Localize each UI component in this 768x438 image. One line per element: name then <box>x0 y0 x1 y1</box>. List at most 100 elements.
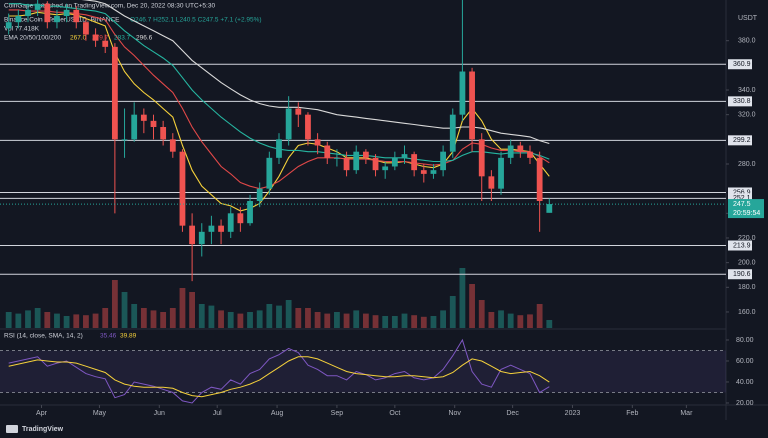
ema-legend-value: 283.7 <box>114 35 131 42</box>
candle-body <box>353 151 360 171</box>
candle-body <box>401 154 408 158</box>
volume-bar <box>83 315 89 328</box>
volume-bar <box>459 268 466 328</box>
volume-bar <box>488 312 495 328</box>
candle-body <box>498 157 504 189</box>
x-tick-label: Sep <box>331 410 344 417</box>
candle-body <box>111 46 118 140</box>
candle-body <box>198 231 205 245</box>
candle-body <box>189 225 196 245</box>
volume-bar <box>44 312 51 328</box>
volume-bar <box>401 313 408 328</box>
volume-bar <box>276 305 282 328</box>
volume-bar <box>536 304 543 328</box>
volume-bar <box>362 313 369 328</box>
footer-bar <box>0 420 768 438</box>
candle-body <box>391 157 398 167</box>
rsi-tick-label: 80.00 <box>736 337 754 344</box>
volume-bar <box>314 312 321 328</box>
candle-body <box>527 151 533 158</box>
candle-body <box>411 154 418 171</box>
x-tick-label: Jul <box>213 410 222 417</box>
candle-body <box>227 213 234 232</box>
level-label: 213.9 <box>733 242 751 249</box>
currency: USDT <box>738 15 758 22</box>
level-label-box <box>728 269 752 280</box>
volume-bar <box>420 316 427 328</box>
rsi-band-fill <box>0 350 726 393</box>
volume-bar <box>34 308 41 328</box>
level-label: 252.1 <box>733 195 751 202</box>
candle-body <box>488 176 495 189</box>
x-tick-label: Nov <box>448 410 461 417</box>
volume-bar <box>150 310 157 328</box>
level-label: 360.9 <box>733 61 751 68</box>
volume-bar <box>391 316 398 328</box>
volume-bar <box>256 310 263 328</box>
candle-body <box>169 139 176 152</box>
x-tick-label: May <box>93 410 107 417</box>
candle-body <box>517 145 524 152</box>
candle-body <box>140 114 147 121</box>
candle-body <box>334 157 340 159</box>
candle-body <box>420 170 427 174</box>
volume-bar <box>449 296 456 328</box>
rsi-ma-line <box>8 356 550 398</box>
ema-legend-value: 279.7 <box>92 35 109 42</box>
volume-bar <box>305 308 311 328</box>
volume-bar <box>73 314 80 328</box>
candle-body <box>372 157 379 171</box>
volume-bar <box>324 313 331 328</box>
candle-body <box>44 3 51 23</box>
volume-bar <box>507 313 514 328</box>
candle-body <box>131 114 138 140</box>
rsi-tick-label: 40.00 <box>736 379 754 386</box>
candle-body <box>256 188 263 201</box>
volume-bar <box>517 315 524 328</box>
candle-body <box>121 139 128 141</box>
x-tick-label: Aug <box>271 410 284 417</box>
ema-legend-value: 296.6 <box>136 35 153 42</box>
candle-body <box>102 40 109 47</box>
ohlc: O246.7 H252.1 L240.5 C247.5 +7.1 (+2.95%… <box>130 17 262 24</box>
candle-body <box>160 127 167 140</box>
volume-bar <box>189 292 196 328</box>
ema-legend: EMA 20/50/100/200 <box>4 35 61 42</box>
footer-logo <box>6 425 18 433</box>
x-tick-label: Oct <box>389 410 400 417</box>
y-tick-label: 180.0 <box>738 284 756 291</box>
volume-bar <box>295 308 302 328</box>
volume-bar <box>372 315 379 328</box>
rsi-legend: RSI (14, close, SMA, 14, 2) <box>4 333 83 340</box>
price-label-box <box>728 199 764 219</box>
volume-bar <box>15 313 22 328</box>
rsi-legend-value: 35.46 <box>100 333 117 340</box>
level-label-box <box>728 193 752 204</box>
volume-bar <box>527 314 533 328</box>
rsi-tick-label: 20.00 <box>736 400 754 407</box>
countdown: 20:59:54 <box>733 210 760 217</box>
volume-bar <box>54 313 60 328</box>
volume-bar <box>160 312 167 328</box>
candle-body <box>285 108 292 140</box>
volume-bar <box>247 312 253 328</box>
candle-body <box>276 139 282 158</box>
candle-body <box>208 225 215 232</box>
x-tick-label: 2023 <box>565 410 581 417</box>
price-label: 247.5 <box>733 201 751 208</box>
candle-body <box>54 16 60 23</box>
y-tick-label: 220.0 <box>738 235 756 242</box>
rsi-tick-label: 60.00 <box>736 358 754 365</box>
volume-bar <box>198 304 205 328</box>
candle-body <box>5 22 12 29</box>
candle-body <box>478 139 485 177</box>
volume-bar <box>237 313 244 328</box>
candle-body <box>430 170 437 174</box>
volume-bar <box>285 300 292 328</box>
candle-body <box>343 157 350 171</box>
volume-bar <box>382 316 389 328</box>
candle-body <box>362 151 369 158</box>
